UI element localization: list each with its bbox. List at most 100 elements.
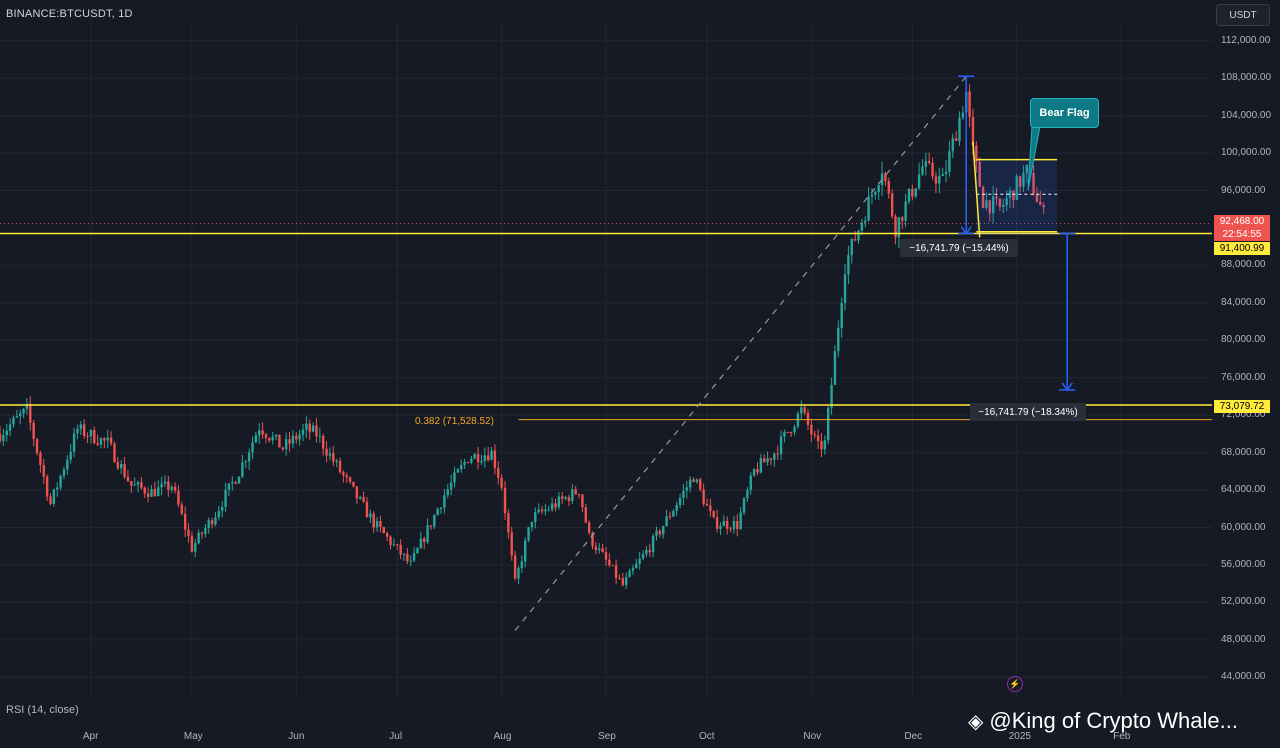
candle-body: [284, 439, 288, 450]
rsi-indicator-label[interactable]: RSI (14, close): [6, 704, 79, 716]
candle-body: [180, 504, 183, 514]
candle-body: [537, 509, 540, 513]
candle-body: [35, 439, 39, 453]
candle-body: [951, 138, 954, 152]
candle-body: [19, 413, 22, 417]
candle-body: [86, 435, 89, 437]
candle-body: [140, 482, 143, 488]
candle-body: [527, 527, 530, 541]
candle-body: [355, 486, 359, 499]
candle-body: [783, 431, 786, 437]
month-tick-label: Aug: [493, 731, 512, 742]
candle-body: [901, 217, 904, 221]
candle-body: [1012, 190, 1015, 201]
price-tick-label: 56,000.00: [1221, 558, 1266, 570]
candle-body: [241, 462, 244, 477]
candle-body: [486, 455, 490, 461]
price-tick-label: 44,000.00: [1221, 671, 1266, 683]
candle-body: [281, 447, 284, 450]
measure-target-arrowhead: [1061, 382, 1073, 392]
candle-body: [301, 429, 305, 435]
candle-body: [311, 425, 315, 432]
candle-body: [372, 513, 375, 528]
candle-body: [99, 438, 103, 445]
candle-body: [322, 435, 325, 449]
candle-body: [503, 487, 507, 514]
candle-body: [567, 497, 571, 502]
candle-body: [325, 448, 328, 456]
candle-body: [658, 530, 662, 535]
candle-body: [446, 489, 449, 496]
month-tick-label: Nov: [803, 731, 822, 742]
candle-body: [264, 434, 268, 439]
candle-body: [621, 578, 625, 586]
lightning-icon[interactable]: ⚡: [1007, 676, 1023, 692]
candle-body: [911, 188, 914, 197]
candle-body: [278, 434, 281, 448]
candle-body: [126, 476, 130, 482]
candle-body: [109, 437, 113, 444]
candle-body: [298, 434, 301, 440]
candle-body: [571, 489, 574, 502]
candle-body: [328, 453, 332, 456]
candle-body: [921, 166, 924, 175]
candle-body: [998, 198, 1002, 207]
candle-body: [170, 486, 173, 490]
price-tick-label: 80,000.00: [1221, 334, 1266, 346]
candle-body: [1042, 205, 1045, 208]
candle-body: [416, 548, 419, 554]
candle-body: [258, 430, 261, 436]
candle-body: [254, 435, 258, 443]
candle-body: [739, 512, 742, 529]
candle-body: [362, 497, 365, 502]
candle-body: [42, 464, 45, 477]
candle-body: [749, 475, 752, 491]
candle-body: [853, 238, 857, 241]
candle-body: [483, 455, 486, 461]
candle-body: [890, 193, 894, 217]
candle-body: [561, 496, 564, 499]
price-tick-label: 52,000.00: [1221, 596, 1266, 608]
candle-body: [678, 497, 682, 505]
candle-body: [500, 477, 503, 488]
candle-body: [62, 469, 66, 476]
candle-body: [766, 458, 769, 463]
price-tick-label: 68,000.00: [1221, 446, 1266, 458]
candle-body: [66, 459, 69, 470]
candle-body: [261, 430, 264, 435]
candle-body: [120, 464, 123, 469]
candle-body: [490, 450, 493, 461]
candle-body: [399, 544, 402, 555]
candle-body: [894, 216, 897, 238]
candle-body: [136, 482, 140, 485]
candle-body: [96, 443, 99, 445]
candle-body: [443, 495, 446, 508]
month-tick-label: Apr: [82, 731, 99, 742]
candle-body: [369, 513, 372, 518]
candle-body: [338, 460, 342, 473]
candle-body: [594, 546, 598, 551]
candle-body: [200, 532, 204, 534]
candle-body: [651, 535, 655, 553]
candle-body: [635, 563, 638, 569]
candle-body: [237, 476, 241, 484]
candle-body: [884, 173, 887, 182]
candle-body: [45, 476, 49, 497]
bear-flag-callout[interactable]: Bear Flag: [1030, 98, 1099, 128]
candle-body: [480, 460, 483, 463]
candle-body: [234, 482, 237, 484]
candle-body: [732, 521, 736, 530]
candle-body: [726, 521, 729, 529]
candle-body: [611, 565, 614, 567]
candle-body: [412, 553, 416, 561]
month-tick-label: Dec: [904, 731, 923, 742]
candle-body: [1039, 201, 1042, 206]
candle-body: [157, 487, 160, 496]
month-tick-label: Sep: [598, 731, 616, 742]
candle-body: [587, 522, 591, 533]
candle-body: [517, 568, 520, 579]
candle-body: [352, 481, 355, 487]
currency-button[interactable]: USDT: [1216, 4, 1270, 26]
candle-body: [810, 424, 813, 435]
